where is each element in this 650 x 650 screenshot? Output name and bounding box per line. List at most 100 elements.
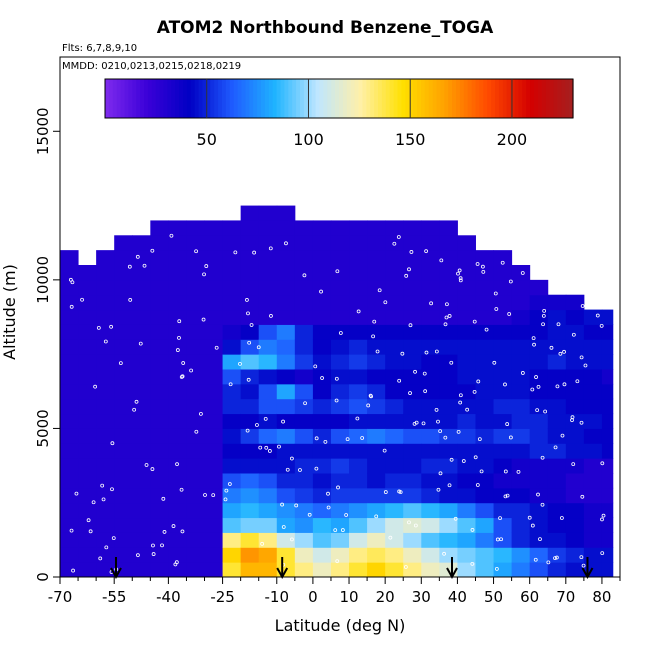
colorbar-segment [229,79,235,118]
heatmap-cell [276,265,296,281]
colorbar-segment [346,79,352,118]
colorbar-segment [167,79,172,118]
heatmap-cell [150,369,169,385]
colorbar-segment [444,79,449,118]
heatmap-cell [150,547,169,563]
colorbar-segment [222,79,227,118]
heatmap-cell [547,309,567,325]
observation-marker [340,528,345,532]
heatmap-cell [60,443,79,459]
observation-marker [546,560,551,565]
heatmap-cell [511,354,531,370]
heatmap-cell [601,398,614,415]
heatmap-cell [493,443,513,459]
colorbar-segment [288,79,293,118]
heatmap-cell [421,339,440,355]
heatmap-cell [439,502,458,519]
heatmap-cell [457,413,476,429]
observation-marker [374,514,379,519]
observation-marker [554,555,559,560]
heatmap-cell [565,547,585,563]
heatmap-cell [493,265,513,281]
heatmap-cell [583,458,603,474]
observation-marker [203,493,207,497]
heatmap-cell [385,309,404,325]
heatmap-cell [78,294,97,311]
observation-marker [530,387,535,392]
heatmap-cell [330,532,350,548]
heatmap-cell [168,354,187,370]
heatmap-cell [60,354,79,370]
heatmap-cell [240,220,260,236]
heatmap-cell [312,294,332,311]
heatmap-cell [583,413,603,429]
heatmap-cell [529,517,549,533]
heatmap-cell [349,532,368,548]
heatmap-cell [475,458,495,474]
observation-marker [110,441,115,446]
heatmap-cell [60,428,79,444]
heatmap-cell [439,547,458,563]
heatmap-cell [276,235,296,251]
observation-marker [194,249,198,254]
heatmap-cell [222,428,242,444]
heatmap-cell [403,265,422,281]
heatmap-cell [240,398,260,415]
observation-marker [264,445,269,450]
heatmap-cell [601,473,614,489]
heatmap-cell [114,383,133,400]
heatmap-cell [294,279,314,296]
heatmap-cell [168,279,187,296]
heatmap-cell [276,458,296,474]
heatmap-cell [547,547,567,563]
heatmap-cell [421,369,440,385]
heatmap-cell [403,517,422,533]
colorbar-segment [342,79,348,118]
heatmap-cell [258,265,278,281]
colorbar-segment [475,79,480,118]
observation-marker [134,399,139,404]
heatmap-cell [186,532,206,548]
heatmap-cell [204,562,224,578]
observation-marker [457,268,462,273]
heatmap-cell [78,354,97,370]
heatmap-cell [601,547,614,563]
heatmap-cell [294,339,314,355]
observation-marker [371,334,375,339]
heatmap-cell [493,458,513,474]
colorbar-segment [495,79,500,118]
heatmap-cell [511,458,531,474]
heatmap-cell [457,369,476,385]
heatmap-cell [258,220,278,236]
heatmap-cell [96,294,115,311]
colorbar-segment [144,79,149,118]
heatmap-cell [312,458,332,474]
observation-marker [472,319,477,324]
heatmap-cell [258,547,278,563]
observation-marker [136,553,140,558]
heatmap-cell [475,339,495,355]
heatmap-cell [439,294,458,311]
observation-marker [392,241,397,246]
heatmap-cell [457,487,476,504]
heatmap-cell [403,369,422,385]
heatmap-cell [96,428,115,444]
heatmap-cell [60,532,79,548]
heatmap-cell [60,383,79,400]
observation-marker [150,248,155,253]
heatmap-cell [421,220,440,236]
heatmap-cell [511,339,531,355]
heatmap-cell [457,502,476,519]
heatmap-cell [186,443,206,459]
heatmap-cell [385,532,404,548]
heatmap-cell [168,502,187,519]
heatmap-cell [294,398,314,415]
heatmap-cell [330,473,350,489]
observation-marker [400,351,405,356]
heatmap-cell [439,383,458,400]
colorbar-segment [467,79,473,118]
heatmap-cell [385,220,404,236]
heatmap-cell [168,562,187,578]
observation-marker [413,523,418,528]
chart-title: ATOM2 Northbound Benzene_TOGA [156,18,494,38]
